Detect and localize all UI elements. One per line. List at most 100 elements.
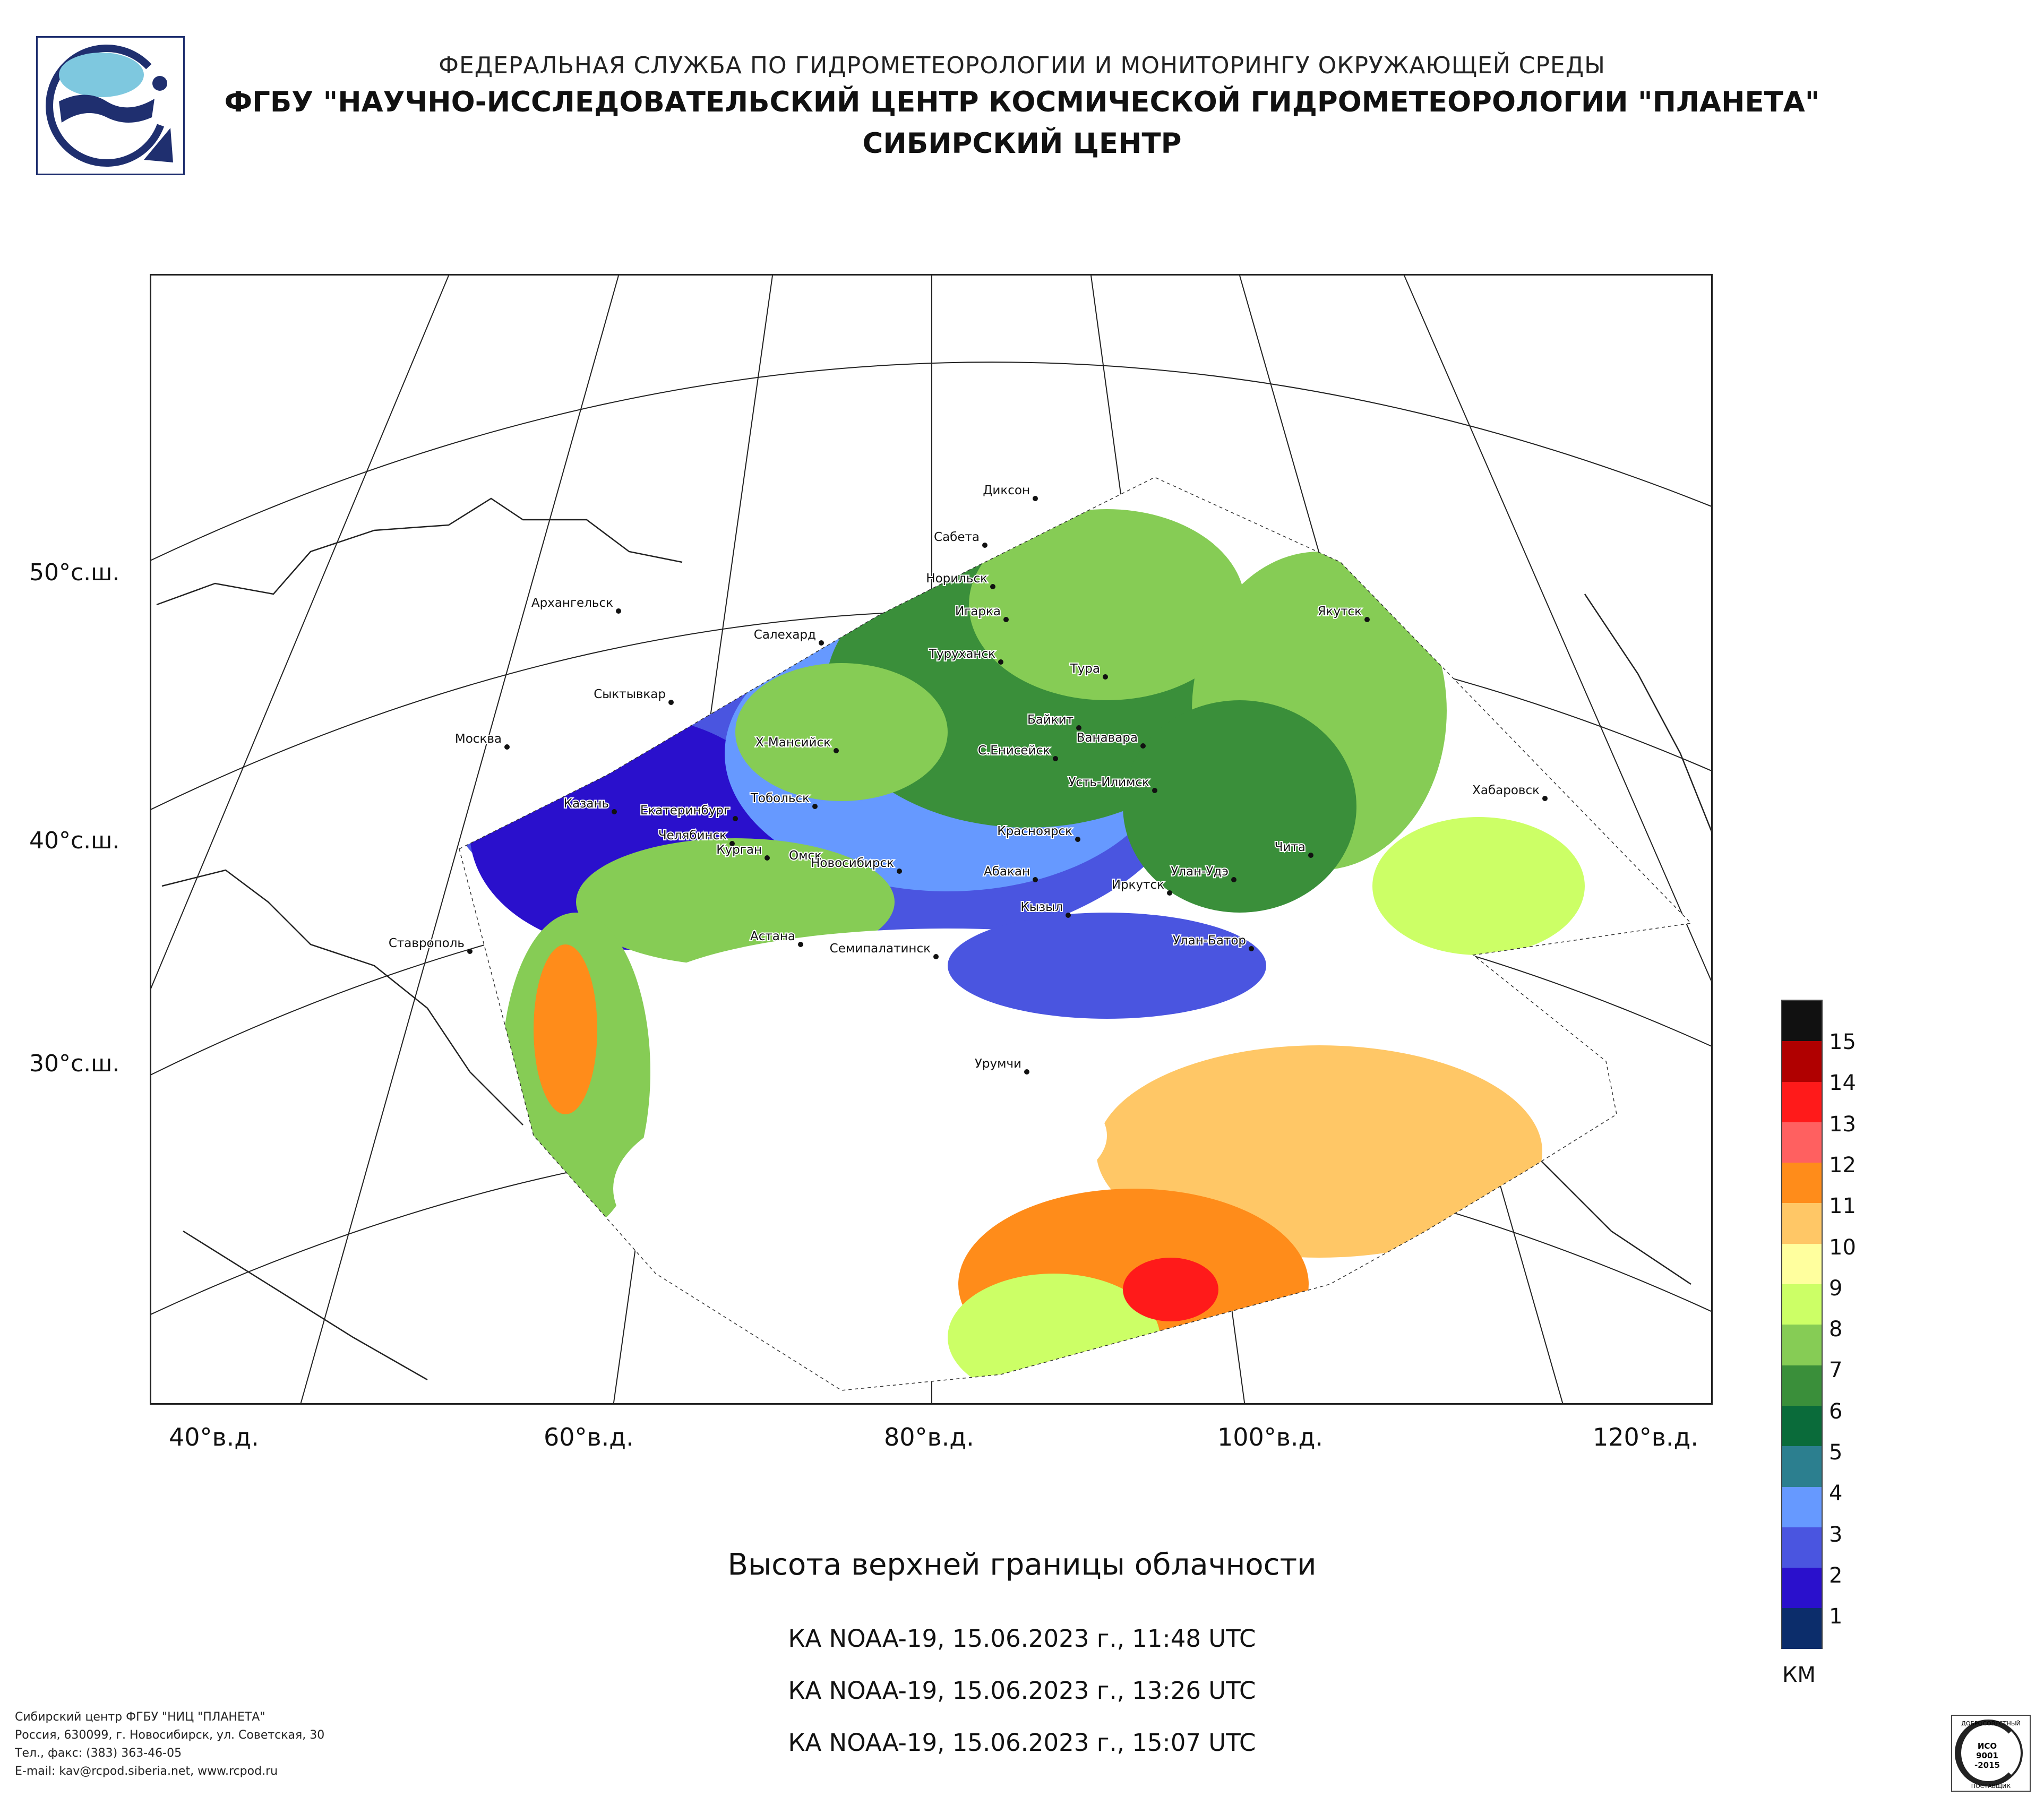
color-scale-tick: 2 — [1829, 1563, 1843, 1588]
city-dot — [1076, 725, 1081, 730]
city-dot — [1249, 946, 1254, 951]
city-label: Чита — [1275, 840, 1306, 854]
lat-label-50: 50°с.ш. — [29, 559, 120, 586]
city-dot — [798, 942, 803, 947]
header-institute: ФГБУ "НАУЧНО-ИССЛЕДОВАТЕЛЬСКИЙ ЦЕНТР КОС… — [224, 86, 1820, 118]
color-scale-tick: 5 — [1829, 1440, 1843, 1465]
lat-label-30: 30°с.ш. — [29, 1050, 120, 1077]
city-label: Туруханск — [929, 647, 995, 661]
color-scale-tick: 14 — [1829, 1071, 1856, 1096]
city-dot — [668, 700, 674, 705]
city-label: Кызыл — [1020, 900, 1063, 914]
color-scale-tick: 3 — [1829, 1522, 1843, 1547]
lon-label-80: 80°в.д. — [884, 1423, 974, 1451]
city-dot — [616, 608, 621, 614]
color-scale-swatch — [1782, 1608, 1822, 1649]
city-label: Москва — [455, 732, 502, 746]
svg-text:-2015: -2015 — [1974, 1760, 2000, 1770]
city-label: Сабета — [934, 530, 980, 544]
color-scale-tick: 10 — [1829, 1235, 1856, 1260]
city-markers: Диксон Сабета Норильск Архангельск Игарка Сал… — [388, 483, 1548, 1075]
city-dot — [733, 816, 738, 821]
svg-text:ПОСТАВЩИК: ПОСТАВЩИК — [1971, 1783, 2011, 1790]
city-dot — [933, 954, 939, 959]
color-scale-swatch — [1782, 1568, 1822, 1609]
cloud-top-raster — [459, 477, 1691, 1390]
city-label: Новосибирск — [811, 856, 894, 870]
color-scale-tick: 7 — [1829, 1358, 1843, 1383]
city-label: Курган — [716, 843, 762, 857]
city-label: Усть-Илимск — [1068, 776, 1149, 789]
footer-org: Сибирский центр ФГБУ "НИЦ "ПЛАНЕТА" — [15, 1711, 265, 1724]
header-center: СИБИРСКИЙ ЦЕНТР — [862, 127, 1182, 160]
lat-label-40: 40°с.ш. — [29, 827, 120, 854]
color-scale — [1781, 1000, 1823, 1649]
city-label: Челябинск — [658, 829, 727, 843]
color-scale-swatch — [1782, 1243, 1822, 1285]
city-dot — [1003, 617, 1009, 622]
header-agency: ФЕДЕРАЛЬНАЯ СЛУЖБА ПО ГИДРОМЕТЕОРОЛОГИИ … — [439, 52, 1605, 79]
city-label: Архангельск — [531, 596, 613, 610]
cloud-top-map: Диксон Сабета Норильск Архангельск Игарка Сал… — [150, 274, 1713, 1405]
city-label: Тобольск — [750, 792, 810, 805]
city-label: Норильск — [926, 572, 987, 586]
city-label: Ванавара — [1077, 731, 1138, 745]
city-dot — [825, 861, 830, 866]
city-label: Тура — [1070, 662, 1100, 676]
lon-label-100: 100°в.д. — [1217, 1423, 1323, 1451]
city-dot — [1140, 743, 1146, 749]
color-scale-swatch — [1782, 1446, 1822, 1487]
color-scale-tick: 4 — [1829, 1481, 1843, 1506]
color-scale-tick: 8 — [1829, 1317, 1843, 1342]
city-dot — [1033, 496, 1038, 501]
city-label: Салехард — [754, 628, 816, 642]
city-dot — [1075, 837, 1080, 842]
city-label: Иркутск — [1112, 878, 1164, 892]
footer-contacts: Сибирский центр ФГБУ "НИЦ "ПЛАНЕТА" Росс… — [15, 1708, 324, 1781]
city-label: Ставрополь — [389, 936, 465, 950]
city-label: Екатеринбург — [640, 804, 730, 818]
color-scale-swatch — [1782, 1122, 1822, 1163]
city-label: Улан-Удэ — [1171, 865, 1229, 879]
city-dot — [504, 744, 510, 750]
city-dot — [1103, 674, 1108, 680]
pass-2: КА NOAA-19, 15.06.2023 г., 13:26 UTC — [788, 1677, 1256, 1705]
city-label: Х-Мансийск — [755, 736, 831, 750]
color-scale-tick: 6 — [1829, 1399, 1843, 1424]
city-dot — [990, 584, 995, 589]
city-dot — [729, 841, 735, 846]
city-label: Омск — [789, 849, 822, 863]
city-dot — [834, 748, 839, 753]
color-scale-tick: 13 — [1829, 1112, 1856, 1137]
color-scale-tick: 12 — [1829, 1153, 1856, 1177]
city-dot — [1231, 877, 1236, 882]
color-scale-swatch — [1782, 1486, 1822, 1527]
city-label: Сыктывкар — [594, 687, 666, 701]
color-scale-swatch — [1782, 1325, 1822, 1365]
city-label: Игарка — [955, 605, 1001, 618]
city-dot — [1167, 890, 1172, 896]
city-dot — [467, 949, 473, 954]
color-scale-tick: 15 — [1829, 1030, 1856, 1054]
planeta-logo — [36, 36, 185, 175]
color-scale-swatch — [1782, 1001, 1822, 1042]
pass-3: КА NOAA-19, 15.06.2023 г., 15:07 UTC — [788, 1729, 1256, 1757]
footer-email: E-mail: kav@rcpod.siberia.net, www.rcpod… — [15, 1765, 278, 1778]
city-label: С.Енисейск — [978, 744, 1050, 758]
color-scale-swatch — [1782, 1163, 1822, 1204]
color-scale-swatch — [1782, 1284, 1822, 1325]
lon-label-60: 60°в.д. — [544, 1423, 634, 1451]
city-dot — [819, 640, 824, 646]
color-scale-swatch — [1782, 1041, 1822, 1082]
iso-badge: ДОБРОСОВЕСТНЫЙ ИСО 9001 -2015 ПОСТАВЩИК — [1951, 1715, 2031, 1792]
color-scale-tick: 11 — [1829, 1194, 1856, 1219]
color-scale-tick: 9 — [1829, 1276, 1843, 1301]
color-scale-swatch — [1782, 1081, 1822, 1122]
city-dot — [1053, 756, 1058, 761]
city-label: Урумчи — [975, 1057, 1021, 1071]
city-label: Семипалатинск — [830, 942, 931, 956]
city-dot — [1364, 617, 1370, 622]
city-label: Казань — [564, 797, 609, 811]
city-dot — [812, 804, 818, 809]
city-dot — [982, 543, 987, 548]
